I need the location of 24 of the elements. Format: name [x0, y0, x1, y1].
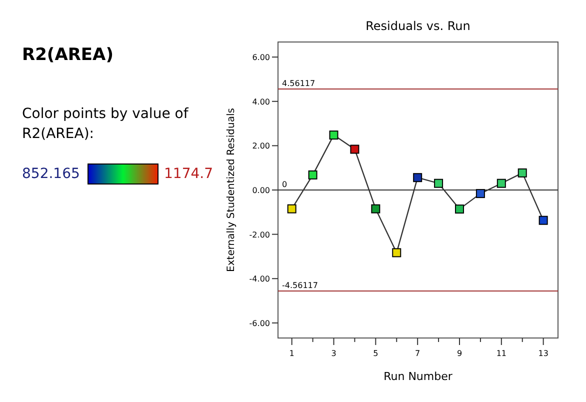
x-tick-label: 5	[373, 349, 378, 358]
x-tick-label: 9	[456, 349, 462, 358]
ref-line-label: 0	[282, 180, 288, 189]
x-tick-label: 13	[538, 349, 548, 358]
y-tick-label: 2.00	[252, 142, 270, 151]
x-axis-title: Run Number	[384, 370, 453, 383]
text: 852.165	[22, 166, 80, 182]
x-tick-label: 11	[496, 349, 507, 358]
y-tick-label: -4.00	[249, 274, 270, 284]
ref-line-label: 4.56117	[282, 78, 316, 88]
x-tick-label: 1	[289, 349, 294, 358]
y-tick-label: 4.00	[252, 97, 270, 106]
x-tick-label: 3	[331, 349, 336, 358]
y-tick-label: 0.00	[252, 186, 270, 195]
text: 1174.7	[164, 166, 213, 182]
y-axis-title: Externally Studentized Residuals	[226, 108, 237, 272]
chart-title: Residuals vs. Run	[366, 19, 470, 33]
text: R2(AREA)	[22, 45, 114, 65]
x-tick-label: 7	[415, 349, 420, 358]
ref-line-label: -4.56117	[282, 281, 318, 290]
y-tick-label: 6.00	[252, 53, 270, 62]
y-tick-label: -2.00	[249, 230, 270, 240]
color-bar-title: Color points by value of R2(AREA):	[22, 106, 190, 142]
y-tick-label: -6.00	[249, 318, 270, 328]
